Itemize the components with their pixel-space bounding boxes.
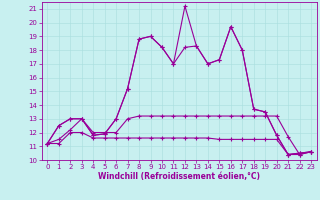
X-axis label: Windchill (Refroidissement éolien,°C): Windchill (Refroidissement éolien,°C)	[98, 172, 260, 181]
